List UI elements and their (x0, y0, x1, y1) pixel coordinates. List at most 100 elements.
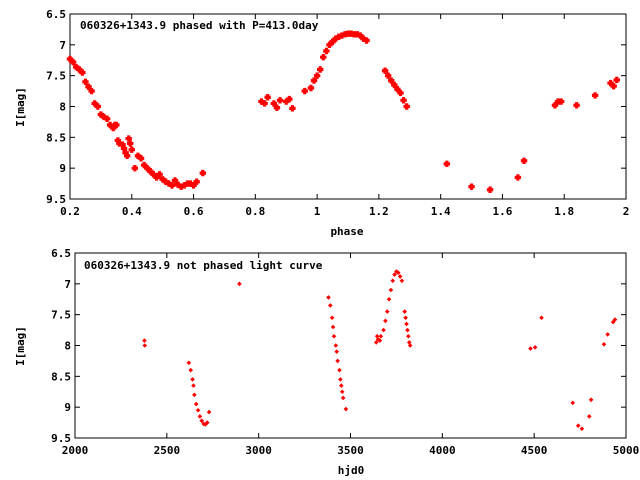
tick-labels: 2000 2500 3000 3500 4000 4500 5000 6.5 7 7.5 8 8.5 9… (51, 247, 639, 457)
data-point (103, 115, 111, 123)
data-point (137, 155, 145, 162)
data-point (88, 87, 95, 95)
data-point (340, 395, 346, 401)
data-point (591, 92, 599, 99)
y-tick-label: 7.5 (46, 70, 66, 83)
tick-labels: 0.2 0.4 0.6 0.8 1 1.2 1.4 1.6 1.8 2 6.5 7 7.5 8 8.5 9 9.… (46, 8, 629, 218)
data-point (532, 345, 538, 350)
data-point (338, 377, 343, 382)
data-point (193, 178, 200, 185)
x-tick-label: 2500 (154, 444, 181, 457)
data-point (333, 343, 339, 348)
data-point (402, 309, 407, 314)
data-point (186, 360, 192, 366)
x-tick-label: 0.2 (60, 205, 80, 218)
data-point (199, 169, 207, 177)
data-point (192, 392, 197, 398)
data-point (407, 343, 413, 348)
data-point (406, 340, 412, 345)
data-point (528, 346, 533, 351)
data-point (400, 97, 407, 104)
data-point (156, 171, 163, 178)
data-point (301, 87, 308, 95)
x-tick-label: 1.8 (554, 205, 574, 218)
y-tick-label: 7 (59, 39, 66, 52)
data-point (289, 105, 296, 112)
y-tick-label: 7.5 (51, 309, 71, 322)
data-point (286, 95, 293, 103)
data-point (264, 94, 271, 101)
x-tick-label: 0.8 (245, 205, 265, 218)
data-point (323, 47, 330, 55)
x-tick-label: 2000 (62, 444, 89, 457)
data-point (374, 333, 380, 339)
data-point (125, 135, 132, 142)
data-point (375, 337, 381, 342)
x-tick-label: 1.6 (493, 205, 513, 218)
data-point (384, 72, 392, 79)
data-point (388, 287, 394, 293)
data-point (206, 409, 212, 415)
data-point (612, 317, 618, 322)
x-tick-label: 3000 (245, 444, 272, 457)
data-point (403, 103, 410, 110)
data-point (394, 269, 399, 274)
data-point (395, 270, 401, 276)
data-point (397, 274, 403, 279)
data-point (203, 422, 208, 427)
data-point (168, 182, 176, 189)
x-tick-label: 1 (314, 205, 321, 218)
data-point (201, 421, 206, 427)
data-point (190, 377, 195, 382)
data-point (69, 58, 77, 66)
data-points (66, 30, 620, 193)
data-point (363, 37, 370, 44)
data-point (131, 164, 139, 172)
data-point (128, 146, 135, 153)
y-tick-label: 7 (64, 278, 71, 291)
data-point (276, 97, 284, 104)
x-axis-title: hjd0 (338, 464, 365, 477)
data-point (199, 418, 205, 424)
data-point (193, 401, 199, 407)
data-point (468, 183, 475, 190)
data-point (575, 423, 581, 428)
data-point (307, 84, 315, 92)
data-point (404, 321, 409, 327)
data-point (326, 295, 331, 300)
phased-light-curve-chart: 0.2 0.4 0.6 0.8 1 1.2 1.4 1.6 1.8 2 6.5 7 7.5 8 8.5 9 9.… (14, 8, 629, 238)
data-point (373, 340, 379, 345)
data-point (191, 383, 196, 388)
data-point (320, 53, 327, 61)
data-point (261, 100, 268, 107)
data-point (588, 397, 594, 403)
data-point (317, 66, 324, 73)
data-point (610, 319, 616, 325)
data-point (381, 327, 386, 333)
data-point (331, 333, 337, 339)
data-point (343, 406, 349, 412)
data-point (195, 407, 201, 413)
data-point (586, 414, 592, 419)
data-point (390, 278, 396, 284)
data-point (82, 78, 89, 86)
y-tick-label: 9.5 (51, 432, 71, 445)
data-point (94, 103, 101, 110)
y-tick-label: 8 (59, 101, 66, 114)
data-point (327, 303, 333, 308)
data-point (377, 338, 383, 343)
data-point (399, 278, 405, 284)
data-point (610, 82, 617, 90)
data-point (601, 341, 607, 347)
tick-marks (69, 13, 627, 200)
y-tick-label: 8.5 (51, 370, 71, 383)
data-point (520, 157, 528, 164)
tick-marks (74, 252, 627, 439)
y-tick-label: 8.5 (46, 131, 66, 144)
data-point (443, 160, 451, 168)
data-point (337, 367, 342, 373)
unphased-light-curve-chart: 2000 2500 3000 3500 4000 4500 5000 6.5 7 7.5 8 8.5 9… (14, 247, 639, 477)
data-point (330, 324, 336, 330)
data-point (197, 414, 203, 419)
data-point (335, 358, 340, 364)
